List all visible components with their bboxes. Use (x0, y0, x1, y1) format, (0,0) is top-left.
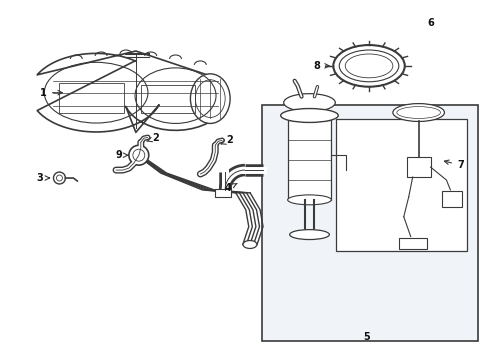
Ellipse shape (288, 195, 331, 205)
Polygon shape (37, 51, 228, 132)
Ellipse shape (191, 74, 230, 123)
Bar (399, 238, 427, 249)
Ellipse shape (281, 109, 338, 122)
Text: 6: 6 (427, 18, 434, 28)
Ellipse shape (393, 104, 444, 121)
Bar (141, 85, 196, 113)
Text: 2: 2 (147, 133, 159, 143)
Text: 9: 9 (116, 150, 128, 160)
Bar (407, 157, 431, 177)
Bar (215, 189, 231, 197)
Circle shape (129, 145, 149, 165)
Text: 2: 2 (221, 135, 234, 145)
Bar (262, 105, 478, 341)
Circle shape (53, 172, 65, 184)
Text: 8: 8 (313, 61, 329, 71)
Bar (288, 121, 331, 200)
Text: 3: 3 (36, 173, 49, 183)
Bar (337, 119, 466, 251)
Bar (442, 191, 462, 207)
Bar (59, 83, 124, 113)
Text: 4: 4 (225, 183, 237, 193)
Text: 5: 5 (364, 332, 370, 342)
Text: 7: 7 (444, 160, 464, 170)
Ellipse shape (339, 50, 399, 82)
Ellipse shape (284, 94, 335, 112)
Ellipse shape (290, 230, 329, 239)
Text: 1: 1 (40, 88, 62, 98)
Ellipse shape (243, 240, 257, 248)
